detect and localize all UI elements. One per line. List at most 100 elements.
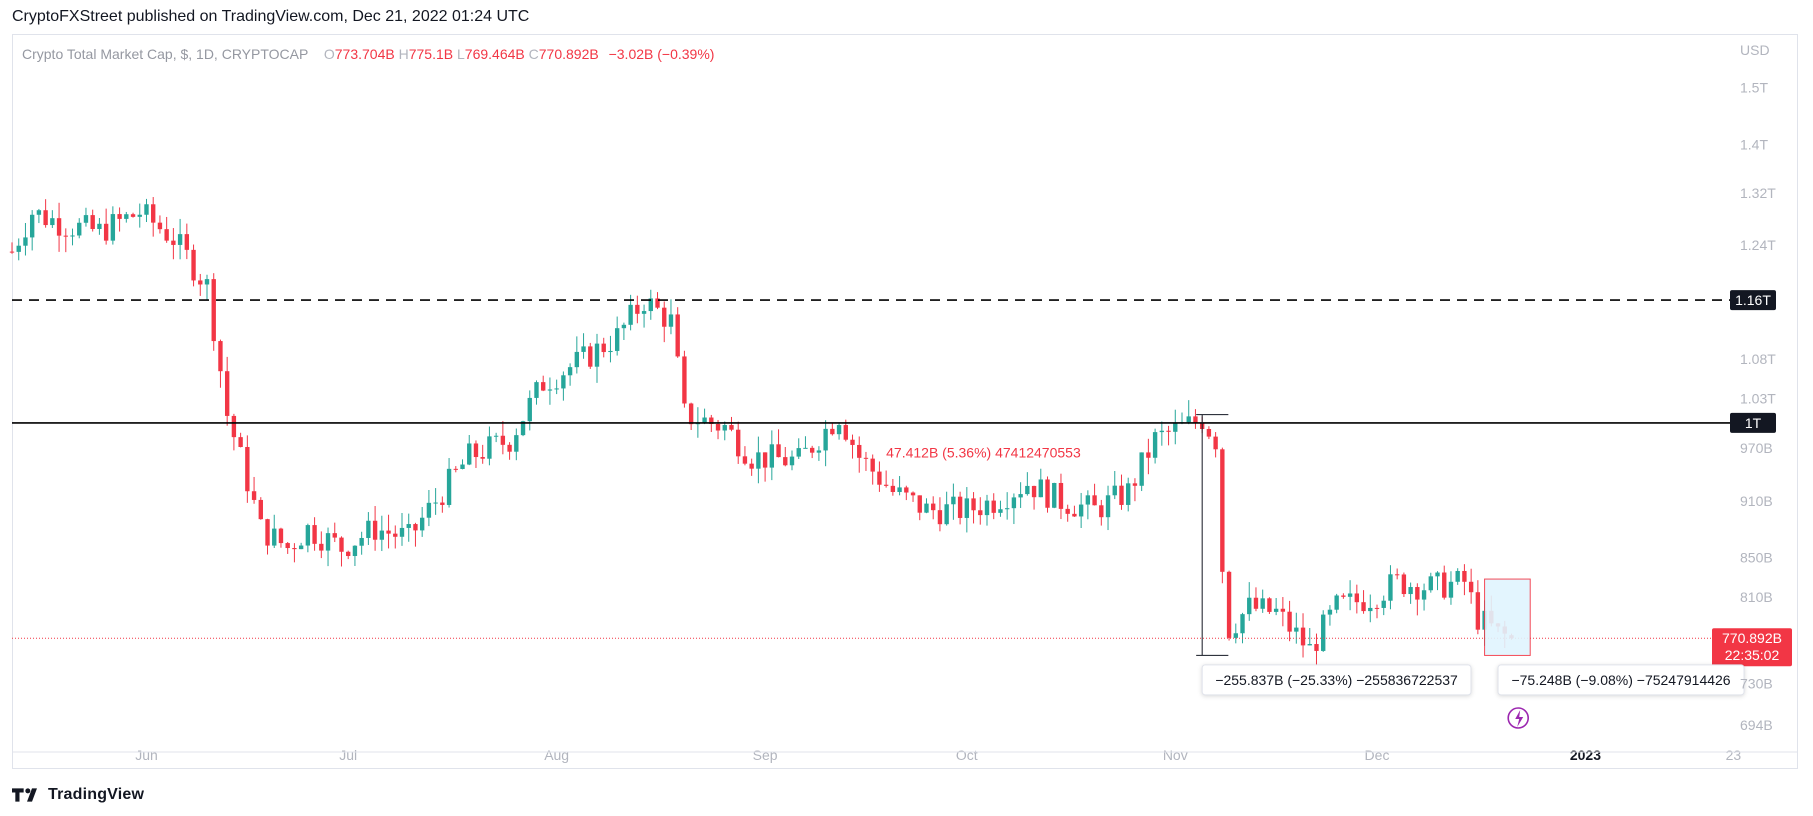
y-tick-label: 850B [1740, 549, 1773, 565]
lightning-bolt [1515, 710, 1524, 727]
candle-body [56, 218, 62, 236]
candle-body [332, 533, 337, 538]
candle-body [588, 346, 593, 367]
candle-body [608, 350, 613, 353]
candle-body [29, 214, 35, 238]
countdown-label: 22:35:02 [1725, 647, 1780, 663]
candle-body [897, 487, 902, 492]
candle-body [648, 298, 653, 312]
candle-body [90, 215, 95, 229]
candle-body [1300, 627, 1306, 646]
candle-body [359, 537, 364, 546]
candle-body [1045, 479, 1050, 508]
candle-body [493, 435, 499, 437]
candle-body [9, 251, 15, 253]
candle-body [756, 452, 761, 469]
candle-body [715, 423, 721, 431]
x-tick-label: Aug [544, 747, 569, 763]
candle-body [662, 307, 667, 327]
candle-body [1004, 508, 1010, 510]
candle-body [944, 504, 949, 525]
candle-body [325, 533, 331, 551]
candle-body [527, 397, 532, 422]
y-tick-label: 694B [1740, 717, 1773, 733]
candle-body [1126, 483, 1131, 505]
candle-body [130, 214, 136, 217]
candle-body [50, 218, 55, 226]
measure-label: −255.837B (−25.33%) −255836722537 [1215, 672, 1458, 688]
candle-body [1119, 485, 1124, 505]
range-box [1484, 578, 1531, 656]
candle-body [1031, 485, 1037, 498]
candle-body [789, 456, 795, 466]
y-tick-label: 810B [1740, 589, 1773, 605]
symbol-label: Crypto Total Market Cap, $, 1D, CRYPTOCA… [22, 46, 309, 62]
candle-body [1361, 602, 1366, 612]
candle-body [1011, 497, 1017, 509]
candle-body [890, 485, 896, 492]
candle-body [783, 457, 788, 466]
candle-body [1173, 423, 1178, 432]
candle-body [1280, 608, 1286, 612]
candle-body [951, 496, 956, 505]
candle-body [23, 237, 28, 246]
candle-body [110, 214, 116, 241]
candle-body [272, 528, 277, 546]
tradingview-logo-icon [12, 788, 37, 802]
candle-body [736, 429, 741, 457]
candle-body [372, 520, 378, 540]
footer-brand[interactable]: TradingView [48, 786, 145, 803]
candle-body [769, 444, 775, 468]
candle-body [924, 503, 929, 513]
candle-body [352, 545, 358, 557]
measure-label: −75.248B (−9.08%) −75247914426 [1511, 672, 1730, 688]
chart-frame[interactable] [12, 34, 1798, 769]
measure-box [1201, 664, 1472, 696]
candle-body [144, 204, 149, 215]
candle-body [1078, 504, 1084, 517]
candle-body [1334, 595, 1339, 610]
candle-body [1442, 572, 1447, 598]
candle-body [1341, 595, 1346, 597]
candle-body [1146, 452, 1151, 458]
candle-body [278, 528, 284, 544]
low-value: 769.464B [464, 46, 525, 62]
y-tick-label: 1.24T [1740, 237, 1776, 253]
candle-body [426, 502, 432, 518]
candle-body [1038, 479, 1043, 498]
candle-body [117, 214, 122, 219]
candle-body [245, 446, 250, 492]
candle-body [1267, 598, 1272, 612]
candle-body [1374, 607, 1380, 609]
candle-body [1421, 590, 1427, 600]
candle-body [1455, 570, 1460, 582]
high-label: H [398, 46, 409, 62]
candle-body [1065, 508, 1070, 514]
candle-body [224, 371, 230, 416]
candle-body [1112, 485, 1117, 496]
measure-box [1497, 664, 1745, 696]
candle-body [487, 436, 492, 459]
candle-body [641, 311, 647, 314]
candle-body [823, 428, 828, 451]
candle-body [137, 214, 142, 217]
candle-body [1247, 597, 1252, 615]
candle-body [1226, 571, 1232, 638]
candle-body [682, 356, 687, 404]
candle-body [1092, 495, 1097, 506]
candle-body [688, 403, 694, 425]
candle-body [729, 425, 734, 430]
candle-body [480, 457, 485, 459]
candle-body [534, 382, 539, 398]
candle-body [393, 533, 398, 537]
candle-body [520, 421, 526, 436]
candle-body [265, 519, 270, 546]
candle-body [1099, 505, 1104, 518]
candle-body [346, 551, 351, 557]
candle-body [218, 341, 223, 372]
candle-body [971, 498, 976, 511]
candle-body [594, 343, 600, 367]
candle-body [70, 235, 75, 237]
candle-body [298, 545, 304, 550]
